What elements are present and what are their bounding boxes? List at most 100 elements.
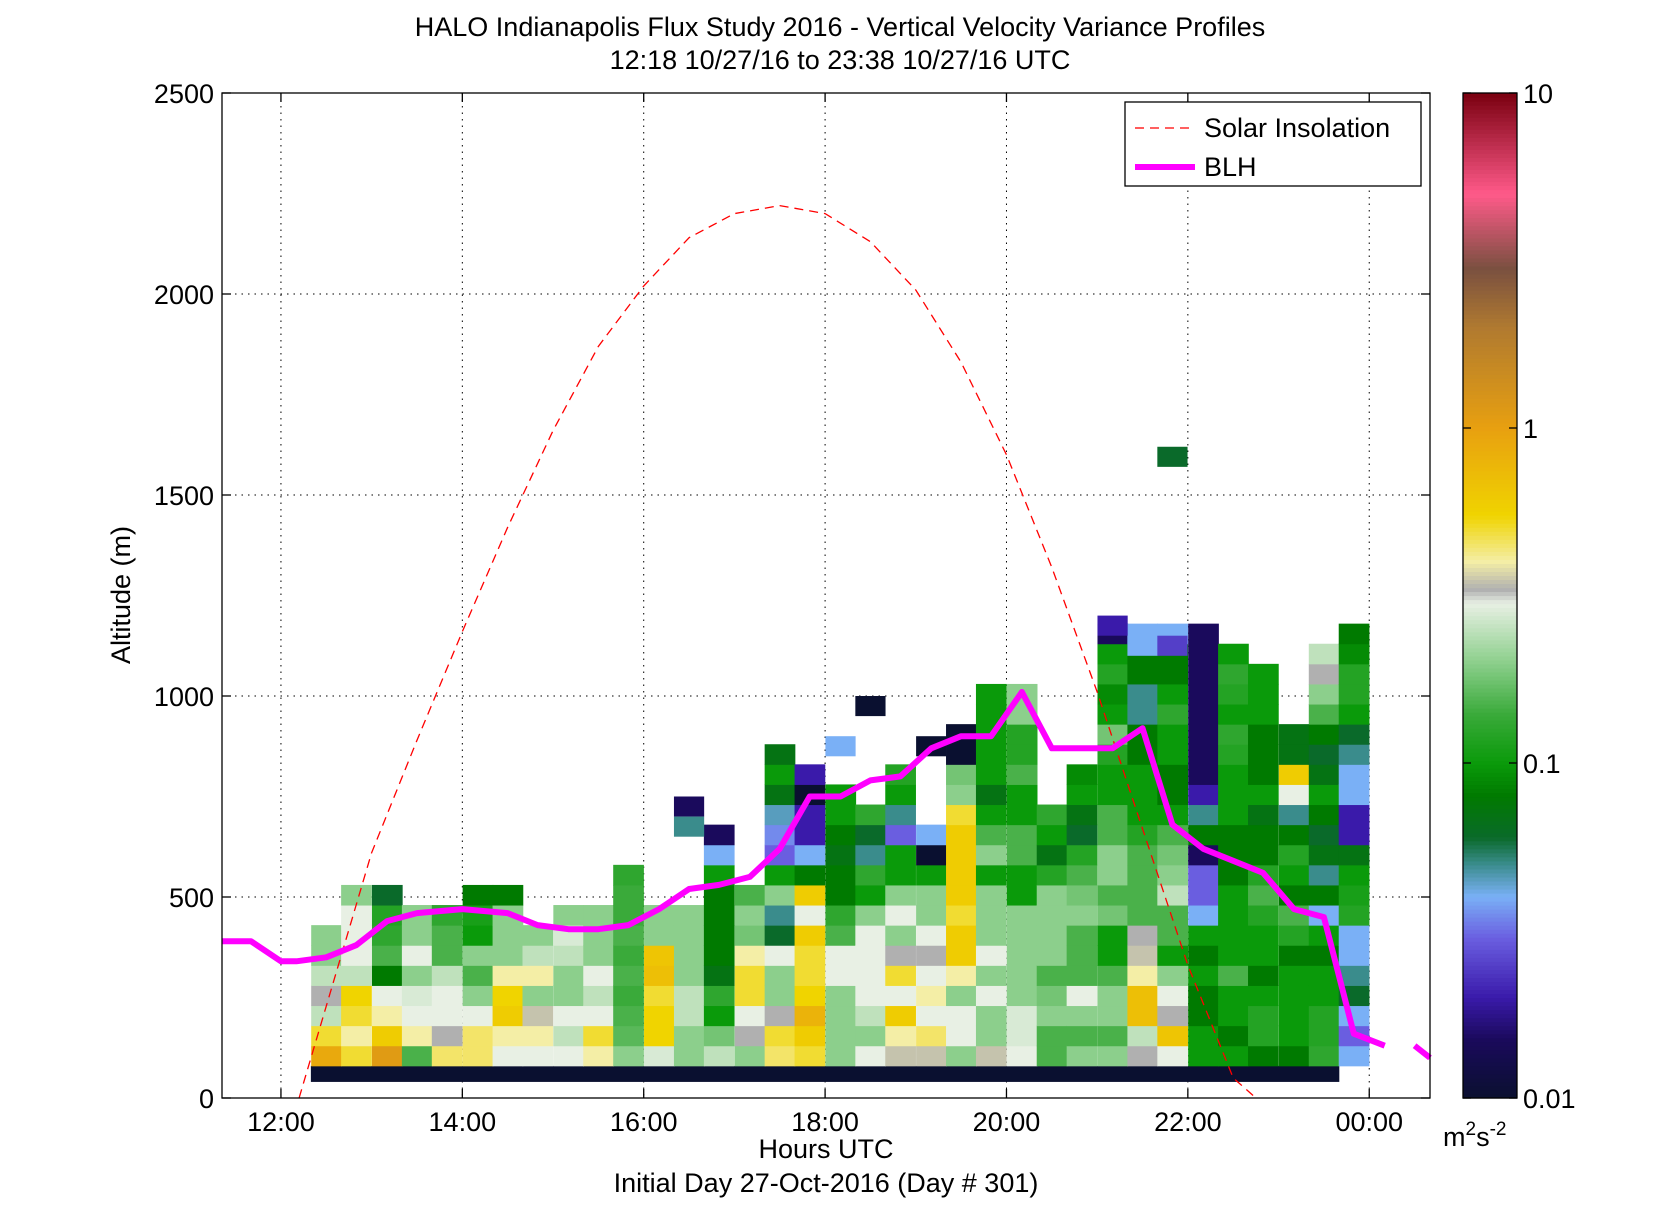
colorbar-segment [1463,800,1517,806]
heatmap-cell [975,744,1007,765]
heatmap-cell [1338,864,1370,886]
heatmap-cell [975,844,1007,866]
heatmap-cell [1006,764,1038,785]
colorbar-segment [1463,981,1517,987]
heatmap-cell [1006,884,1038,906]
colorbar-segment [1463,671,1517,677]
colorbar-segment [1463,1073,1517,1079]
heatmap-cell [1188,804,1219,826]
heatmap-cell [1188,1025,1219,1047]
colorbar-segment [1463,901,1517,906]
y-tick-label: 500 [169,883,214,913]
heatmap-cell [855,844,887,866]
heatmap-cell [1006,864,1038,886]
heatmap-cell [371,884,403,906]
heatmap-cell [644,925,675,946]
colorbar-segment [1463,1009,1517,1015]
heatmap-cell [613,925,644,946]
heatmap-cell [1066,824,1098,846]
heatmap-cell [1218,824,1249,846]
colorbar-segment [1463,567,1517,572]
heatmap-cell [1248,663,1279,685]
colorbar-segment [1463,543,1517,548]
heatmap-cell [1188,945,1219,966]
colorbar-segment [1463,201,1517,207]
colorbar-segment [1463,209,1517,215]
heatmap-cell [431,965,463,986]
colorbar-segment [1463,937,1517,942]
colorbar-segment [1463,1041,1517,1047]
heatmap-cell [1157,1045,1189,1067]
colorbar-segment [1463,892,1517,898]
heatmap-cell [1127,635,1158,656]
heatmap-cell [1308,965,1340,986]
colorbar-segment [1463,712,1517,717]
heatmap-cell [855,965,887,986]
colorbar-segment [1463,515,1517,520]
heatmap-cell [1127,965,1159,986]
colorbar-segment [1463,249,1517,255]
heatmap-cell [916,824,947,846]
colorbar-segment [1463,197,1517,203]
heatmap-cell [885,965,916,986]
heatmap-cell [1308,1005,1340,1027]
colorbar-segment [1463,977,1517,983]
colorbar-segment [1463,808,1517,814]
heatmap-cell [553,905,585,926]
heatmap-cell [1188,925,1219,946]
heatmap-cell [371,965,403,986]
heatmap-cell [1278,764,1310,785]
heatmap-cell [673,1025,705,1047]
colorbar-segment [1463,358,1517,363]
colorbar-segment [1463,744,1517,749]
colorbar-segment [1463,394,1517,400]
colorbar-segment [1463,929,1517,934]
heatmap-cell [703,925,735,946]
colorbar-segment [1463,531,1517,536]
colorbar-segment [1463,466,1517,472]
heatmap-cell [794,824,826,846]
heatmap-cell [885,884,916,906]
heatmap-cell [1188,784,1219,806]
heatmap-cell [522,945,554,966]
heatmap-cell [825,1045,857,1067]
colorbar-segment [1463,438,1517,444]
heatmap-cell [1218,1025,1249,1047]
colorbar-segment [1463,876,1517,882]
colorbar-segment [1463,386,1517,392]
heatmap-cell [1218,965,1249,986]
blh-line-tail [1412,1043,1432,1061]
heatmap-cell [1157,844,1189,866]
legend-label-blh: BLH [1204,152,1257,182]
heatmap-cell [794,864,826,886]
heatmap-cell [553,1045,585,1067]
heatmap-cell [1218,884,1249,906]
colorbar-segment [1463,298,1517,303]
heatmap-cell [946,884,977,906]
heatmap-cell [1127,784,1159,806]
heatmap-cell [462,945,494,966]
colorbar-segment [1463,969,1517,974]
heatmap-cell [583,985,614,1007]
heatmap-cell [1036,925,1068,946]
colorbar-segment [1463,133,1517,138]
colorbar-unit-second: s [1476,1122,1490,1152]
heatmap-cell [946,844,977,866]
legend-label-solar-insolation: Solar Insolation [1204,113,1390,143]
colorbar-segment [1463,1029,1517,1035]
heatmap-cell [1188,643,1219,665]
heatmap-cell [1308,643,1340,665]
heatmap-cell [1338,804,1370,826]
heatmap-cell [553,1025,585,1047]
colorbar-segment [1463,410,1517,416]
heatmap-cell [1097,784,1129,806]
heatmap-cell [462,884,494,906]
heatmap-cell [1218,945,1249,966]
heatmap-cell [492,925,524,946]
colorbar-segment [1463,591,1517,597]
heatmap-cell [613,1005,644,1027]
heatmap-cell [1157,864,1189,886]
heatmap-cell [1188,744,1219,765]
colorbar-segment [1463,221,1517,227]
colorbar-segment [1463,503,1517,508]
